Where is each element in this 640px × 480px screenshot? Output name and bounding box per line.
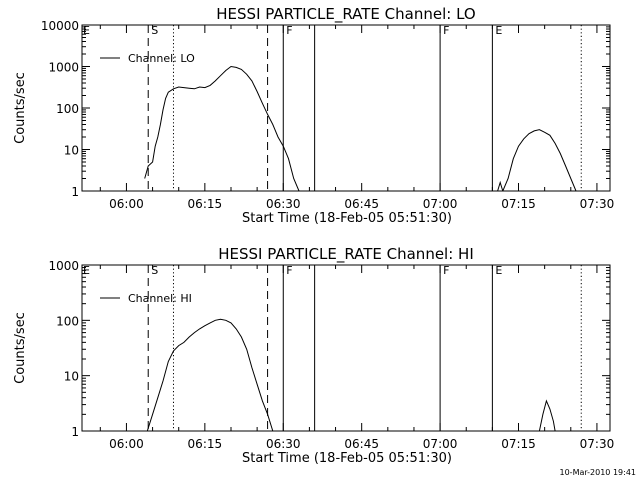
x-tick-label: 07:30 [580,437,615,451]
lo-channel-panel: HESSI PARTICLE_RATE Channel: LO Start Tim… [13,5,614,226]
x-tick-label: 07:15 [501,437,536,451]
y-tick-label: 100 [56,314,79,328]
y-tick-label: 1 [71,425,79,439]
legend-label: Channel: HI [128,292,192,305]
y-tick-label: 10 [64,144,79,158]
y-tick-label: 1000 [48,259,79,273]
x-tick-label: 07:00 [423,197,458,211]
y-tick-label: 10 [64,370,79,384]
y-tick-label: 10000 [41,19,79,33]
x-tick-label: 07:00 [423,437,458,451]
chart-title: HESSI PARTICLE_RATE Channel: HI [218,245,474,264]
event-line-label: F [286,24,292,37]
x-axis-label: Start Time (18-Feb-05 05:51:30) [242,211,452,226]
edge-event-label: E [83,24,90,37]
y-axis-label: Counts/sec [13,72,28,144]
x-tick-label: 06:15 [188,197,223,211]
x-tick-label: 06:30 [266,197,301,211]
event-line-label: F [286,264,292,277]
legend-label: Channel: LO [128,52,195,65]
y-tick-label: 1 [71,185,79,199]
event-line-label: E [495,264,502,277]
x-tick-label: 06:15 [188,437,223,451]
y-tick-label: 100 [56,102,79,116]
x-tick-label: 06:45 [344,197,379,211]
edge-event-label: E [83,264,90,277]
x-tick-label: 06:00 [109,437,144,451]
event-line-label: E [495,24,502,37]
event-line-label: F [443,24,449,37]
series-line [146,318,274,431]
event-line-label: S [151,24,158,37]
hi-channel-panel: HESSI PARTICLE_RATE Channel: HI Start Tim… [13,245,614,466]
x-axis-label: Start Time (18-Feb-05 05:51:30) [242,451,452,466]
x-tick-label: 06:30 [266,437,301,451]
plot-frame [81,264,611,432]
y-axis-label: Counts/sec [13,312,28,384]
plot-frame [81,24,611,192]
event-line-label: S [151,264,158,277]
series-line [538,399,556,431]
event-line-label: F [443,264,449,277]
x-tick-label: 06:45 [344,437,379,451]
x-tick-label: 07:30 [580,197,615,211]
x-tick-label: 07:15 [501,197,536,211]
series-line [497,129,577,191]
footer-timestamp: 10-Mar-2010 19:41 [560,468,637,477]
chart-title: HESSI PARTICLE_RATE Channel: LO [216,5,475,24]
series-line [144,65,300,191]
y-tick-label: 1000 [48,61,79,75]
x-tick-label: 06:00 [109,197,144,211]
